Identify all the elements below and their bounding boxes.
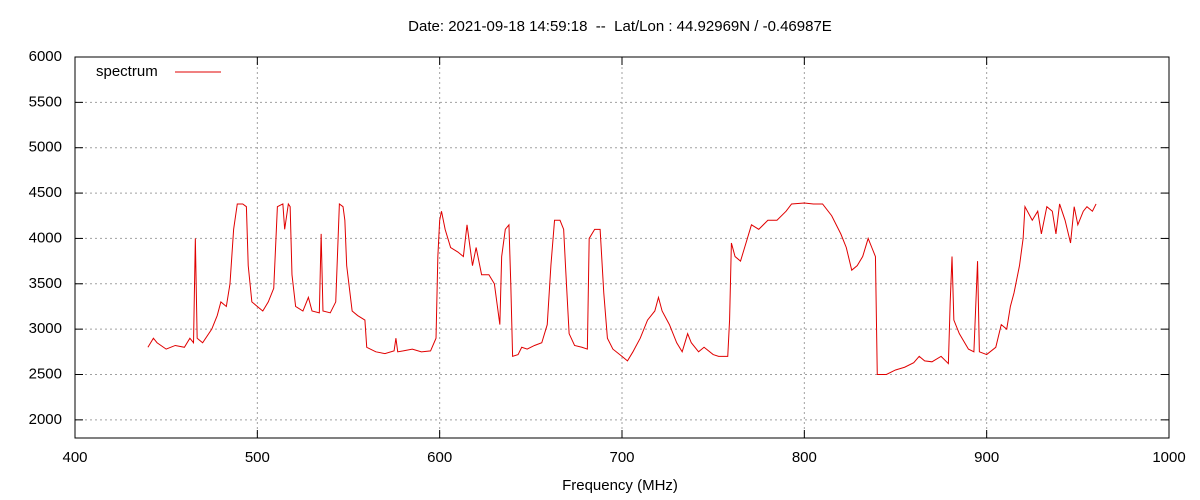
x-tick-label: 700 xyxy=(609,449,634,466)
x-tick-label: 900 xyxy=(974,449,999,466)
x-tick-label: 400 xyxy=(62,449,87,466)
x-tick-label: 800 xyxy=(792,449,817,466)
y-tick-label: 5000 xyxy=(29,139,62,156)
x-tick-label: 1000 xyxy=(1152,449,1185,466)
x-tick-label: 500 xyxy=(245,449,270,466)
y-tick-label: 5500 xyxy=(29,93,62,110)
y-tick-label: 6000 xyxy=(29,48,62,65)
x-axis-label: Frequency (MHz) xyxy=(562,477,678,494)
y-tick-label: 4000 xyxy=(29,229,62,246)
y-tick-label: 2500 xyxy=(29,365,62,382)
spectrum-line xyxy=(147,202,1097,375)
plot-frame xyxy=(74,56,1170,439)
x-tick-label: 600 xyxy=(427,449,452,466)
y-tick-label: 4500 xyxy=(29,184,62,201)
y-tick-label: 2000 xyxy=(29,411,62,428)
y-tick-label: 3000 xyxy=(29,320,62,337)
chart-title: Date: 2021-09-18 14:59:18 -- Lat/Lon : 4… xyxy=(408,18,832,35)
y-tick-label: 3500 xyxy=(29,275,62,292)
legend-label: spectrum xyxy=(96,63,158,80)
